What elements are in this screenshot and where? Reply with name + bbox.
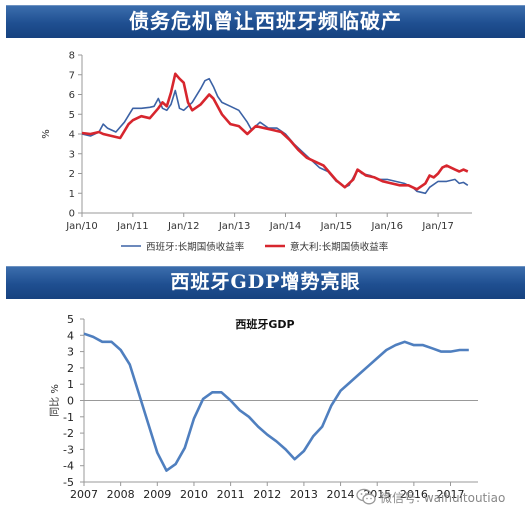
y-tick-label: 3	[67, 346, 74, 359]
x-tick-label: 2007	[70, 488, 98, 501]
x-tick-label: Jan/11	[116, 221, 149, 232]
x-tick-label: Jan/13	[218, 221, 251, 232]
wechat-watermark: 微信号: waihuitoutiao	[356, 486, 505, 508]
y-tick-label: 8	[69, 51, 75, 62]
x-tick-label: 2014	[327, 488, 355, 501]
x-tick-label: Jan/15	[320, 221, 353, 232]
x-tick-label: Jan/16	[370, 221, 403, 232]
legend-label: 意大利:长期国债收益率	[290, 241, 389, 253]
y-tick-label: -3	[63, 443, 74, 456]
legend-label: 西班牙:长期国债收益率	[146, 241, 245, 253]
x-tick-label: Jan/17	[421, 221, 454, 232]
series-line-gdp	[83, 332, 469, 472]
y-tick-label: 1	[67, 378, 74, 391]
series-line-spain	[81, 77, 469, 195]
x-tick-label: Jan/14	[269, 221, 302, 232]
y-tick-label: 2	[67, 362, 74, 375]
x-tick-label: 2009	[143, 488, 171, 501]
chart1-banner-title: 债务危机曾让西班牙频临破产	[6, 5, 525, 38]
x-tick-label: 2008	[107, 488, 135, 501]
y-tick-label: 2	[69, 169, 75, 180]
x-tick-label: 2012	[253, 488, 281, 501]
y-tick-label: 4	[67, 329, 74, 342]
y-tick-label: 0	[67, 395, 74, 408]
y-axis-label: 同比 %	[49, 384, 61, 417]
x-tick-label: 2017	[437, 488, 465, 501]
x-tick-label: 2016	[400, 488, 428, 501]
y-tick-label: 4	[69, 130, 75, 141]
y-tick-label: 5	[67, 313, 74, 326]
y-tick-label: 5	[69, 110, 75, 121]
x-tick-label: Jan/10	[65, 221, 98, 232]
y-tick-label: 3	[69, 149, 75, 160]
x-tick-label: 2010	[180, 488, 208, 501]
wechat-icon	[356, 488, 376, 505]
watermark-text: 微信号: waihuitoutiao	[380, 490, 506, 505]
x-tick-label: 2013	[290, 488, 318, 501]
x-tick-label: Jan/12	[167, 221, 200, 232]
gdp-line-chart: -5 -4 -3 -2 -1 0 1 2 3 4 5 2007 2008 2009 2010 2011 2012…	[49, 313, 478, 501]
chart2-banner-title: 西班牙GDP增势亮眼	[6, 266, 525, 299]
y-tick-label: -5	[63, 476, 74, 489]
y-tick-label: -4	[63, 460, 74, 473]
series-line-italy	[81, 72, 469, 191]
y-tick-label: -1	[63, 411, 74, 424]
y-tick-label: 6	[69, 90, 75, 101]
y-tick-label: -2	[63, 427, 74, 440]
y-tick-label: 7	[69, 70, 75, 81]
y-axis-label: %	[41, 129, 52, 139]
x-tick-label: 2011	[217, 488, 245, 501]
y-tick-label: 1	[69, 189, 75, 200]
y-tick-label: 0	[69, 209, 75, 220]
chart-title: 西班牙GDP	[235, 317, 294, 331]
yield-line-chart: 0 1 2 3 4 5 6 7 8 Jan/10 Jan/11 Jan/12 Jan/13 Jan/14 J…	[41, 51, 472, 253]
